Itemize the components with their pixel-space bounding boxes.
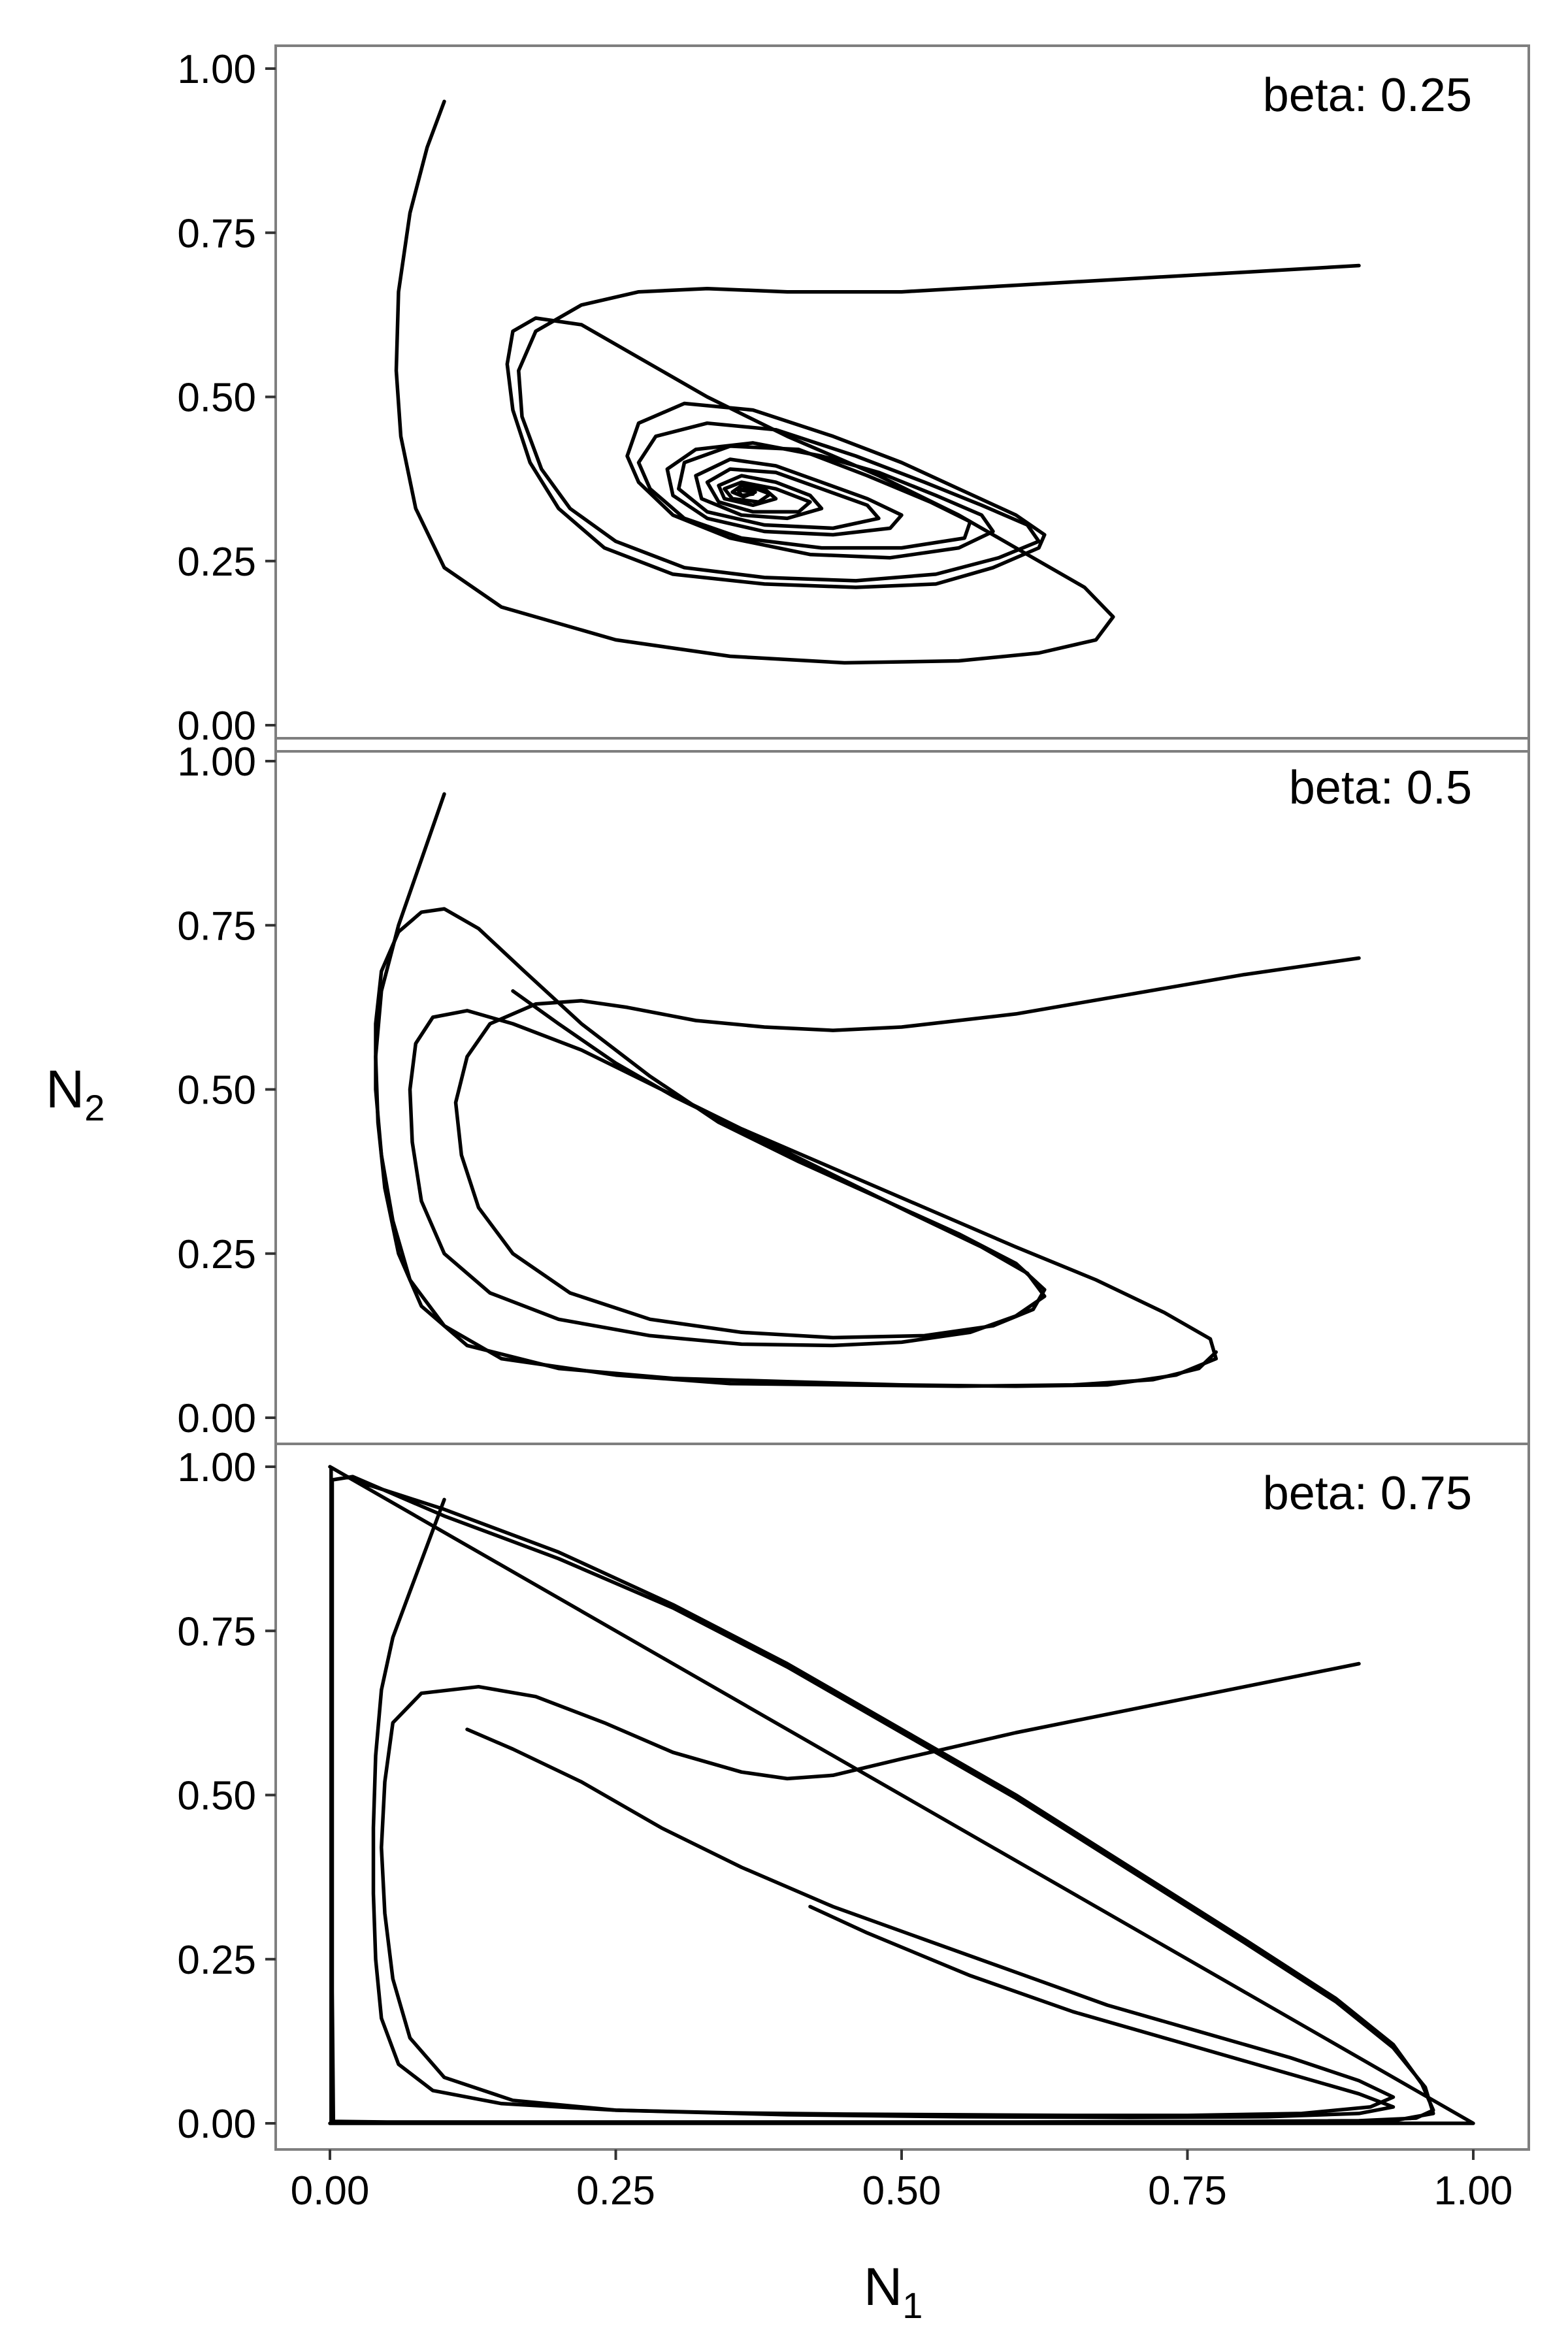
y-tick-label: 1.00 xyxy=(177,740,256,785)
y-tick-label: 0.00 xyxy=(177,2102,256,2147)
y-tick-label: 0.75 xyxy=(177,211,256,256)
y-tick-label: 0.50 xyxy=(177,1774,256,1819)
y-tick-label: 0.50 xyxy=(177,376,256,421)
panel-label: beta: 0.25 xyxy=(1263,69,1472,122)
panel-label: beta: 0.5 xyxy=(1289,762,1472,814)
y-tick-label: 0.25 xyxy=(177,540,256,585)
x-tick-label: 0.25 xyxy=(576,2168,655,2213)
y-tick-label: 0.00 xyxy=(177,1396,256,1441)
panel-label: beta: 0.75 xyxy=(1263,1467,1472,1520)
y-tick-label: 0.75 xyxy=(177,1609,256,1654)
y-tick-label: 1.00 xyxy=(177,1445,256,1490)
y-tick-label: 0.50 xyxy=(177,1068,256,1113)
x-tick-label: 0.75 xyxy=(1148,2168,1227,2213)
y-tick-label: 1.00 xyxy=(177,47,256,92)
x-tick-label: 0.50 xyxy=(862,2168,941,2213)
y-tick-label: 0.75 xyxy=(177,904,256,949)
x-tick-label: 1.00 xyxy=(1434,2168,1513,2213)
y-tick-label: 0.25 xyxy=(177,1232,256,1277)
x-tick-label: 0.00 xyxy=(291,2168,370,2213)
y-tick-label: 0.25 xyxy=(177,1938,256,1983)
